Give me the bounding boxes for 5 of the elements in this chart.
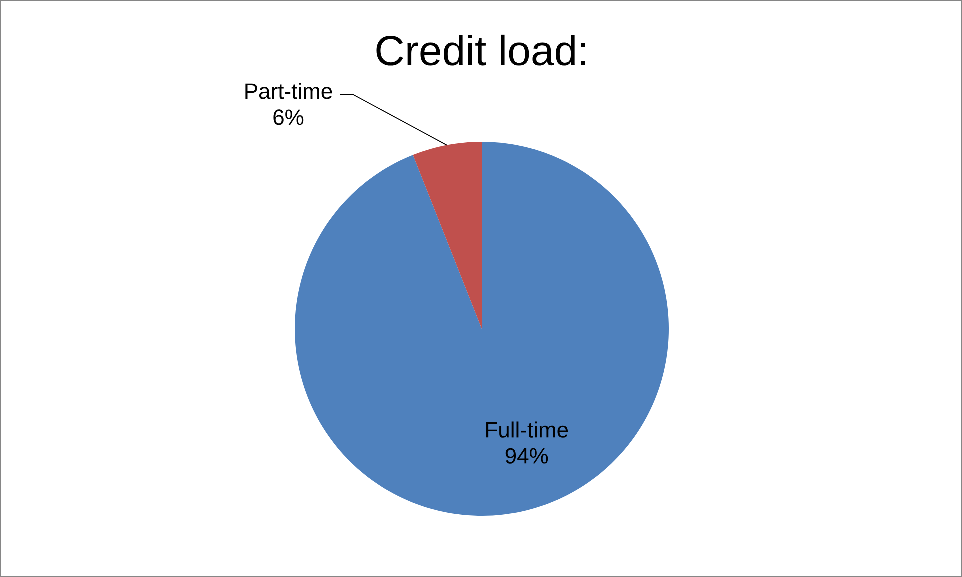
data-label: 94% [506,448,548,464]
chart-title: Credit load: [376,34,586,66]
slice-label: Full-time [486,422,568,438]
slice-label: Part-time [246,83,332,100]
data-label: 6% [274,110,304,126]
